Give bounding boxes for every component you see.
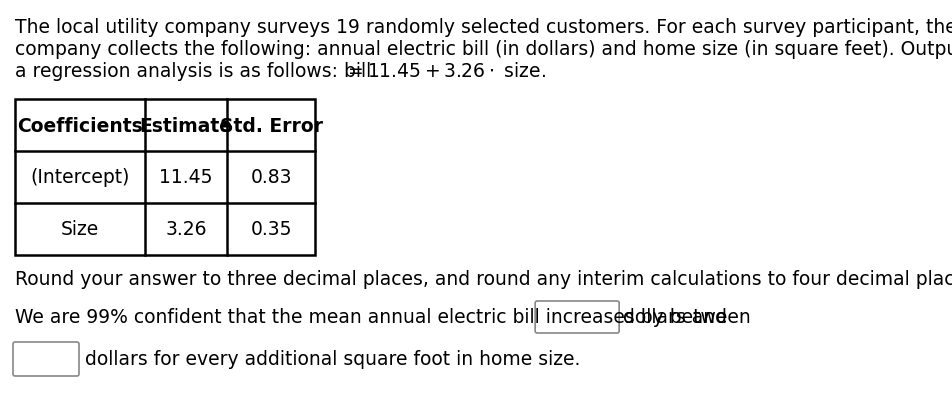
Bar <box>15 100 315 255</box>
Text: dollars for every additional square foot in home size.: dollars for every additional square foot… <box>85 350 581 369</box>
Text: Size: Size <box>61 220 99 239</box>
Text: 0.35: 0.35 <box>250 220 291 239</box>
Text: Std. Error: Std. Error <box>220 116 323 135</box>
Text: Estimate: Estimate <box>140 116 232 135</box>
Text: Round your answer to three decimal places, and round any interim calculations to: Round your answer to three decimal place… <box>15 270 952 288</box>
FancyBboxPatch shape <box>13 342 79 376</box>
Text: We are 99% confident that the mean annual electric bill increases by between: We are 99% confident that the mean annua… <box>15 308 751 327</box>
Text: a regression analysis is as follows: bill: a regression analysis is as follows: bil… <box>15 62 377 81</box>
Text: $= 11.45 + 3.26 \cdot$ size.: $= 11.45 + 3.26 \cdot$ size. <box>344 62 545 81</box>
Text: company collects the following: annual electric bill (in dollars) and home size : company collects the following: annual e… <box>15 40 952 59</box>
Text: 3.26: 3.26 <box>166 220 207 239</box>
Text: dollars and: dollars and <box>624 308 727 327</box>
Text: 0.83: 0.83 <box>250 168 291 187</box>
Text: The local utility company surveys 19 randomly selected customers. For each surve: The local utility company surveys 19 ran… <box>15 18 952 37</box>
Text: 11.45: 11.45 <box>159 168 212 187</box>
FancyBboxPatch shape <box>535 301 619 333</box>
Text: Coefficients: Coefficients <box>17 116 143 135</box>
Text: (Intercept): (Intercept) <box>30 168 129 187</box>
